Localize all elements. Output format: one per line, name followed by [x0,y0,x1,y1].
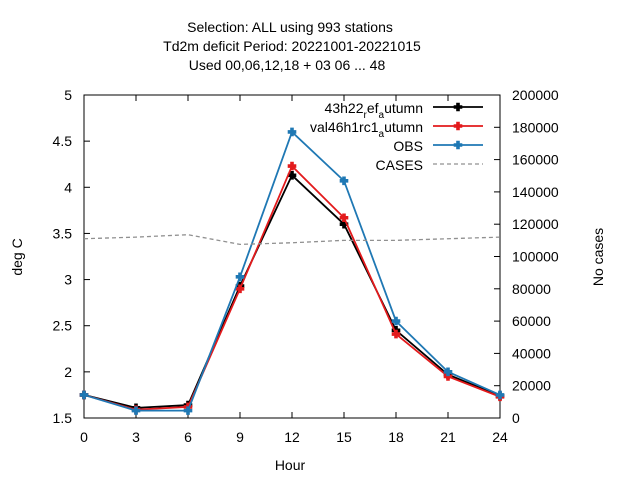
data-point [339,176,349,186]
legend-label-val46h1rc1: val46h1rc1autumn [310,119,423,140]
y2-tick-label: 100000 [512,249,559,265]
data-point [235,272,245,282]
x-axis: 0 3 6 9 12 15 18 21 24 [80,95,508,445]
x-axis-label: Hour [275,457,306,473]
y2-axis-label: No cases [590,228,606,286]
series-line [83,164,501,411]
data-point [79,390,89,400]
x-tick-label: 9 [236,429,244,445]
legend-label-cases: CASES [376,157,423,173]
y-tick-label: 2 [64,364,72,380]
data-point [131,406,141,415]
data-point [339,213,349,223]
chart-title: Selection: ALL using 993 stations Td2m d… [163,19,421,73]
data-point [495,390,505,400]
data-point [287,161,297,171]
y2-tick-label: 0 [512,410,520,426]
legend-marker [453,140,463,150]
y-tick-label: 4.5 [53,133,73,149]
x-tick-label: 15 [336,429,352,445]
x-tick-label: 0 [80,429,88,445]
series-line [83,173,501,409]
y2-tick-label: 180000 [512,119,559,135]
series-layer [79,127,505,415]
y2-tick-label: 200000 [512,87,559,103]
data-point [287,170,297,180]
series-line [83,234,501,246]
data-point [287,127,297,137]
series-0 [79,170,505,413]
y-axis: 1.5 2 2.5 3 3.5 4 4.5 5 [53,87,90,426]
x-tick-label: 24 [492,429,508,445]
y2-tick-label: 120000 [512,216,559,232]
legend-marker [453,121,463,131]
y-tick-label: 2.5 [53,318,73,334]
y2-tick-label: 140000 [512,184,559,200]
x-tick-label: 3 [132,429,140,445]
y-tick-label: 5 [64,87,72,103]
series-1 [79,161,505,414]
x-tick-label: 12 [284,429,300,445]
y2-tick-label: 80000 [512,281,551,297]
title-line-2: Td2m deficit Period: 20221001-20221015 [163,38,421,54]
plot-frame [83,94,501,419]
x-tick-label: 6 [184,429,192,445]
x-tick-label: 21 [440,429,456,445]
title-line-1: Selection: ALL using 993 stations [187,19,393,35]
y-tick-label: 3.5 [53,225,73,241]
data-point [235,284,245,294]
data-point [183,406,193,415]
title-line-3: Used 00,06,12,18 + 03 06 ... 48 [189,57,386,73]
y2-axis: 0 20000 40000 60000 80000 100000 120000 140000 1… [494,87,559,426]
y-tick-label: 3 [64,272,72,288]
data-point [391,329,401,339]
legend-label-obs: OBS [393,138,423,154]
y2-tick-label: 160000 [512,152,559,168]
legend-label-43h22: 43h22refautumn [325,100,423,121]
y-tick-label: 1.5 [53,410,73,426]
y2-tick-label: 20000 [512,378,551,394]
legend: 43h22refautumn val46h1rc1autumn OBS CASE… [310,100,483,173]
data-point [391,316,401,326]
series-2 [79,127,505,415]
y-tick-label: 4 [64,179,72,195]
y2-tick-label: 60000 [512,313,551,329]
data-point [443,367,453,377]
y-axis-label: deg C [9,238,25,275]
legend-marker [453,102,463,112]
series-3 [83,234,501,246]
y2-tick-label: 40000 [512,345,551,361]
x-tick-label: 18 [388,429,404,445]
